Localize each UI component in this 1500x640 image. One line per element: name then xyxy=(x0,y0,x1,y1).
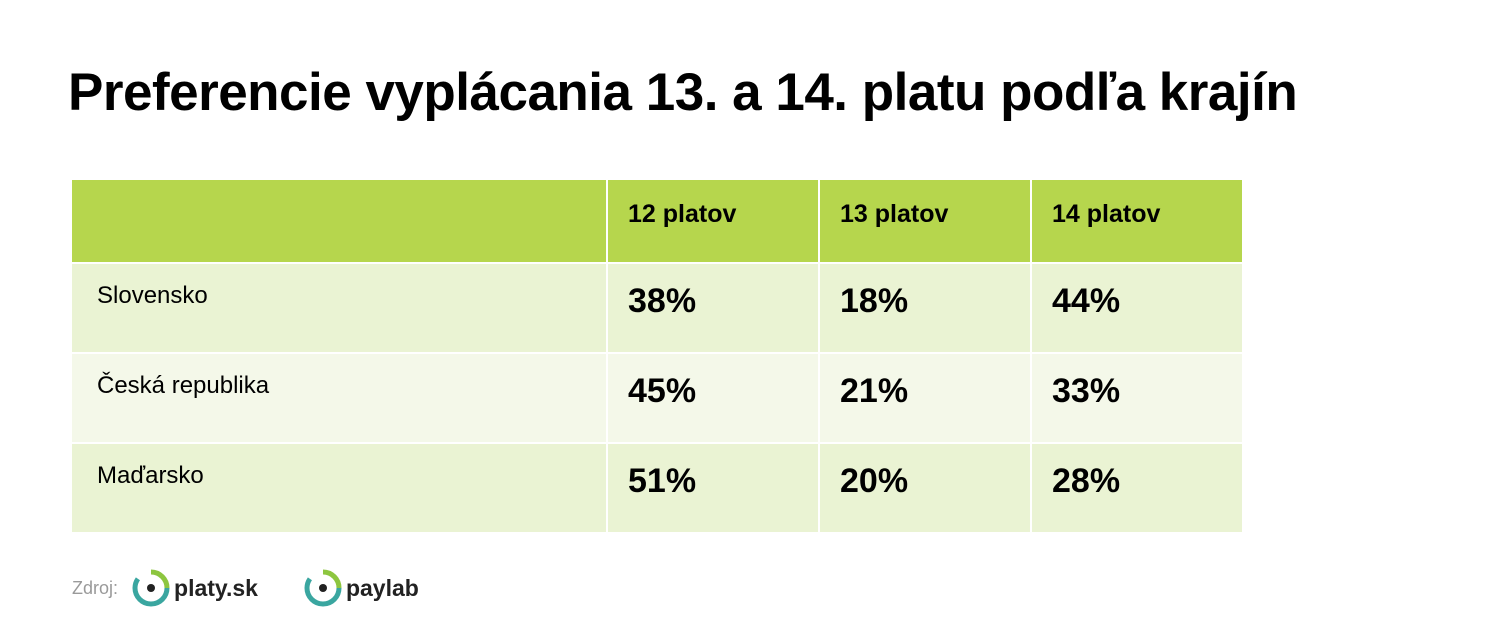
value-cell: 28% xyxy=(1032,444,1242,532)
header-cell xyxy=(72,180,606,262)
value-cell: 51% xyxy=(608,444,818,532)
source-label: Zdroj: xyxy=(72,577,119,598)
table: 12 platov 13 platov 14 platov Slovensko 38% 1… xyxy=(72,180,1242,532)
value-cell: 21% xyxy=(820,354,1030,442)
value-cell: 20% xyxy=(820,444,1030,532)
value-cell: 38% xyxy=(608,264,818,352)
column-header: 14 platov xyxy=(1032,180,1242,262)
title: Preferencie vyplácania 13. a 14. platu p… xyxy=(68,63,1298,122)
value-cell: 45% xyxy=(608,354,818,442)
logo-text: paylab xyxy=(345,574,419,601)
logo: paylab xyxy=(304,569,419,607)
row-label: Maďarsko xyxy=(72,444,606,532)
row-label: Slovensko xyxy=(72,264,606,352)
row-label: Česká republika xyxy=(72,354,606,442)
logo: platy.sk xyxy=(132,569,258,607)
footer: Zdroj: platy.sk paylab xyxy=(72,568,465,608)
value-cell: 33% xyxy=(1032,354,1242,442)
logo-text: platy.sk xyxy=(174,574,258,601)
logo-icon xyxy=(132,569,170,607)
column-header: 12 platov xyxy=(608,180,818,262)
value-cell: 18% xyxy=(820,264,1030,352)
value-cell: 44% xyxy=(1032,264,1242,352)
logo-icon xyxy=(304,569,342,607)
column-header: 13 platov xyxy=(820,180,1030,262)
